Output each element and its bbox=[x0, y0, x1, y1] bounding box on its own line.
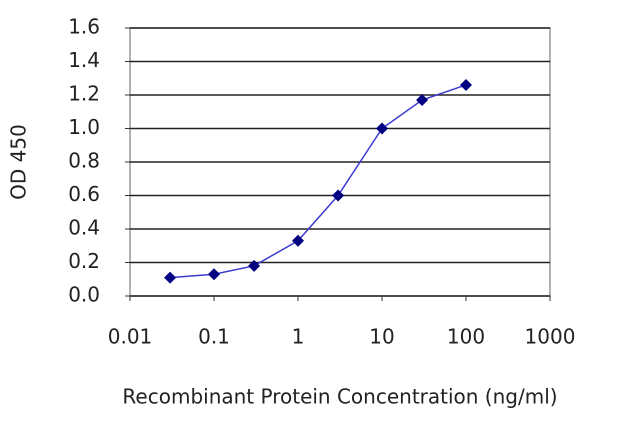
y-axis-label: OD 450 bbox=[7, 124, 31, 200]
marker bbox=[376, 122, 388, 135]
marker bbox=[248, 259, 261, 272]
x-tick-label: 0.01 bbox=[108, 325, 153, 349]
x-tick-label: 100 bbox=[447, 325, 485, 349]
y-tick-label: 0.0 bbox=[68, 283, 100, 307]
x-tick-label: 1 bbox=[292, 325, 305, 349]
marker bbox=[416, 94, 429, 107]
y-tick-label: 1.2 bbox=[68, 82, 100, 106]
x-tick-label: 1000 bbox=[525, 325, 576, 349]
marker bbox=[460, 78, 472, 91]
marker bbox=[208, 268, 220, 281]
y-tick-label: 1.0 bbox=[68, 115, 100, 139]
x-axis-label: Recombinant Protein Concentration (ng/ml… bbox=[122, 385, 557, 409]
line bbox=[170, 84, 467, 279]
marker bbox=[164, 271, 177, 284]
x-tick-label: 0.1 bbox=[198, 325, 230, 349]
x-tick-label: 10 bbox=[369, 325, 394, 349]
y-tick-label: 1.4 bbox=[68, 48, 100, 72]
marker bbox=[292, 234, 304, 247]
y-tick-label: 0.4 bbox=[68, 216, 100, 240]
y-tick-label: 0.8 bbox=[68, 149, 100, 173]
y-tick-label: 1.6 bbox=[68, 15, 100, 39]
marker bbox=[332, 189, 345, 202]
y-tick-label: 0.2 bbox=[68, 249, 100, 273]
y-tick-label: 0.6 bbox=[68, 182, 100, 206]
